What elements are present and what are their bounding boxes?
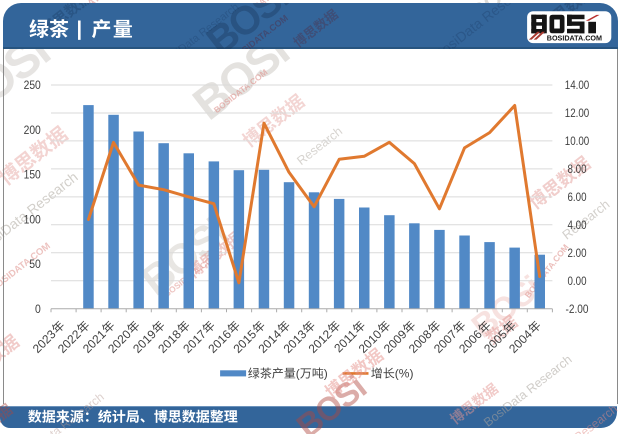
svg-text:250: 250 bbox=[24, 78, 41, 92]
svg-text:2006: 2006 bbox=[456, 327, 485, 356]
svg-text:2014: 2014 bbox=[255, 327, 284, 356]
svg-text:12.00: 12.00 bbox=[565, 106, 590, 120]
svg-text:2016: 2016 bbox=[205, 327, 234, 356]
svg-text:2010: 2010 bbox=[356, 327, 385, 356]
svg-text:0.00: 0.00 bbox=[568, 274, 587, 288]
svg-text:2013: 2013 bbox=[281, 327, 310, 356]
svg-text:150: 150 bbox=[24, 168, 41, 182]
svg-text:2004: 2004 bbox=[506, 327, 535, 356]
svg-text:BOSIDATA.COM: BOSIDATA.COM bbox=[547, 34, 602, 43]
svg-text:|: | bbox=[77, 19, 83, 41]
svg-text:2019: 2019 bbox=[130, 327, 159, 356]
svg-text:2015: 2015 bbox=[230, 327, 259, 356]
svg-text:(%): (%) bbox=[395, 367, 414, 381]
svg-text:4.00: 4.00 bbox=[568, 218, 587, 232]
svg-text:50: 50 bbox=[29, 257, 41, 271]
svg-text:8.00: 8.00 bbox=[568, 162, 587, 176]
svg-text:2008: 2008 bbox=[406, 327, 435, 356]
svg-text:(: ( bbox=[296, 367, 300, 381]
svg-text:2.00: 2.00 bbox=[568, 246, 587, 260]
svg-text:2020: 2020 bbox=[105, 327, 134, 356]
svg-text:200: 200 bbox=[24, 123, 41, 137]
svg-text:2012: 2012 bbox=[306, 327, 335, 356]
svg-text:0: 0 bbox=[35, 302, 41, 316]
svg-text:2021: 2021 bbox=[80, 327, 109, 356]
svg-text:-2.00: -2.00 bbox=[566, 302, 589, 316]
svg-text:): ) bbox=[324, 367, 328, 381]
svg-text:2017: 2017 bbox=[180, 327, 209, 356]
svg-text:2022: 2022 bbox=[55, 327, 84, 356]
svg-text:2023: 2023 bbox=[30, 327, 59, 356]
svg-text:2011: 2011 bbox=[331, 327, 359, 355]
svg-text:14.00: 14.00 bbox=[565, 78, 590, 92]
svg-text:2018: 2018 bbox=[155, 327, 184, 356]
svg-text:2005: 2005 bbox=[481, 327, 510, 356]
svg-text:10.00: 10.00 bbox=[565, 134, 590, 148]
svg-text:100: 100 bbox=[24, 213, 41, 227]
svg-text:6.00: 6.00 bbox=[568, 190, 587, 204]
svg-text:2007: 2007 bbox=[431, 327, 460, 356]
svg-text:2009: 2009 bbox=[381, 327, 410, 356]
